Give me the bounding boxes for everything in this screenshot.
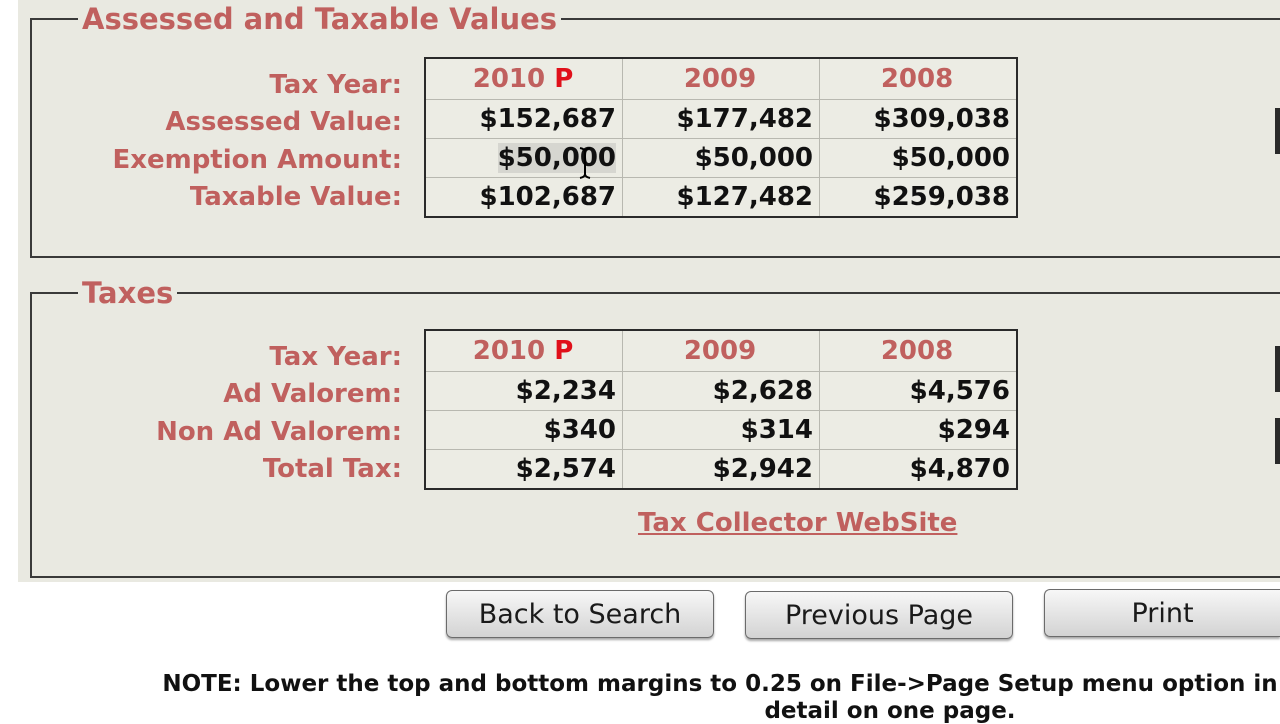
label-ad-valorem: Ad Valorem: bbox=[223, 379, 402, 409]
total-tax-cell: $4,870 bbox=[819, 449, 1018, 490]
year-label: 2008 bbox=[880, 336, 954, 366]
year-cell: 2010 P bbox=[424, 57, 623, 100]
tax-collector-website-link[interactable]: Tax Collector WebSite bbox=[638, 508, 958, 538]
label-tax-year: Tax Year: bbox=[269, 342, 402, 372]
table-row: $152,687 $177,482 $309,038 bbox=[424, 99, 1018, 139]
assessed-value-cell: $152,687 bbox=[424, 99, 623, 139]
year-cell: 2009 bbox=[622, 57, 820, 100]
back-to-search-button[interactable]: Back to Search bbox=[446, 590, 714, 638]
taxable-value-cell: $259,038 bbox=[819, 177, 1018, 218]
assessed-value-cell: $177,482 bbox=[622, 99, 820, 139]
label-assessed-value: Assessed Value: bbox=[165, 107, 402, 137]
year-cell: 2008 bbox=[819, 329, 1018, 372]
label-total-tax: Total Tax: bbox=[262, 454, 402, 484]
label-taxable-value: Taxable Value: bbox=[189, 182, 402, 212]
label-tax-year: Tax Year: bbox=[269, 70, 402, 100]
table-row: $2,574 $2,942 $4,870 bbox=[424, 449, 1018, 490]
table-row: $102,687 $127,482 $259,038 bbox=[424, 177, 1018, 218]
text-cursor-icon bbox=[579, 147, 591, 179]
year-label: 2010 bbox=[472, 64, 546, 94]
right-edge-bar bbox=[1275, 108, 1280, 154]
exemption-amount-cell[interactable]: $50,000 bbox=[424, 138, 623, 178]
page-setup-note: NOTE: Lower the top and bottom margins t… bbox=[162, 671, 1278, 697]
taxable-value-cell: $127,482 bbox=[622, 177, 820, 218]
taxable-value-cell: $102,687 bbox=[424, 177, 623, 218]
year-label: 2010 bbox=[472, 336, 546, 366]
taxes-title: Taxes bbox=[82, 276, 174, 310]
exemption-amount-cell: $50,000 bbox=[819, 138, 1018, 178]
total-tax-cell: $2,942 bbox=[622, 449, 820, 490]
table-row: $50,000 $50,000 $50,000 bbox=[424, 138, 1018, 178]
right-edge-bar bbox=[1275, 418, 1280, 464]
year-label: 2009 bbox=[683, 64, 757, 94]
label-exemption-amount: Exemption Amount: bbox=[112, 145, 402, 175]
table-row: $340 $314 $294 bbox=[424, 410, 1018, 450]
non-ad-valorem-cell: $294 bbox=[819, 410, 1018, 450]
table-header-row: 2010 P 2009 2008 bbox=[424, 57, 1018, 100]
assessed-values-title: Assessed and Taxable Values bbox=[82, 2, 558, 36]
year-label: 2008 bbox=[880, 64, 954, 94]
assessed-values-section: Assessed and Taxable Values bbox=[30, 4, 1280, 258]
ad-valorem-cell: $2,234 bbox=[424, 371, 623, 411]
preliminary-flag: P bbox=[554, 64, 574, 94]
label-non-ad-valorem: Non Ad Valorem: bbox=[156, 417, 402, 447]
non-ad-valorem-cell: $314 bbox=[622, 410, 820, 450]
non-ad-valorem-cell: $340 bbox=[424, 410, 623, 450]
taxes-table: 2010 P 2009 2008 $2,234 $2,628 $4,576 $3… bbox=[424, 329, 1018, 490]
year-cell: 2010 P bbox=[424, 329, 623, 372]
total-tax-cell: $2,574 bbox=[424, 449, 623, 490]
taxes-section: Taxes bbox=[30, 278, 1280, 578]
table-header-row: 2010 P 2009 2008 bbox=[424, 329, 1018, 372]
year-label: 2009 bbox=[683, 336, 757, 366]
selected-text[interactable]: $50,000 bbox=[497, 143, 616, 173]
year-cell: 2008 bbox=[819, 57, 1018, 100]
ad-valorem-cell: $4,576 bbox=[819, 371, 1018, 411]
page-setup-note-continued: detail on one page. bbox=[764, 698, 1016, 724]
year-cell: 2009 bbox=[622, 329, 820, 372]
print-button[interactable]: Print bbox=[1044, 589, 1280, 637]
table-row: $2,234 $2,628 $4,576 bbox=[424, 371, 1018, 411]
exemption-amount-cell: $50,000 bbox=[622, 138, 820, 178]
assessed-value-cell: $309,038 bbox=[819, 99, 1018, 139]
preliminary-flag: P bbox=[554, 336, 574, 366]
ad-valorem-cell: $2,628 bbox=[622, 371, 820, 411]
previous-page-button[interactable]: Previous Page bbox=[745, 591, 1013, 639]
right-edge-bar bbox=[1275, 346, 1280, 392]
assessed-values-table: 2010 P 2009 2008 $152,687 $177,482 $309,… bbox=[424, 57, 1018, 218]
